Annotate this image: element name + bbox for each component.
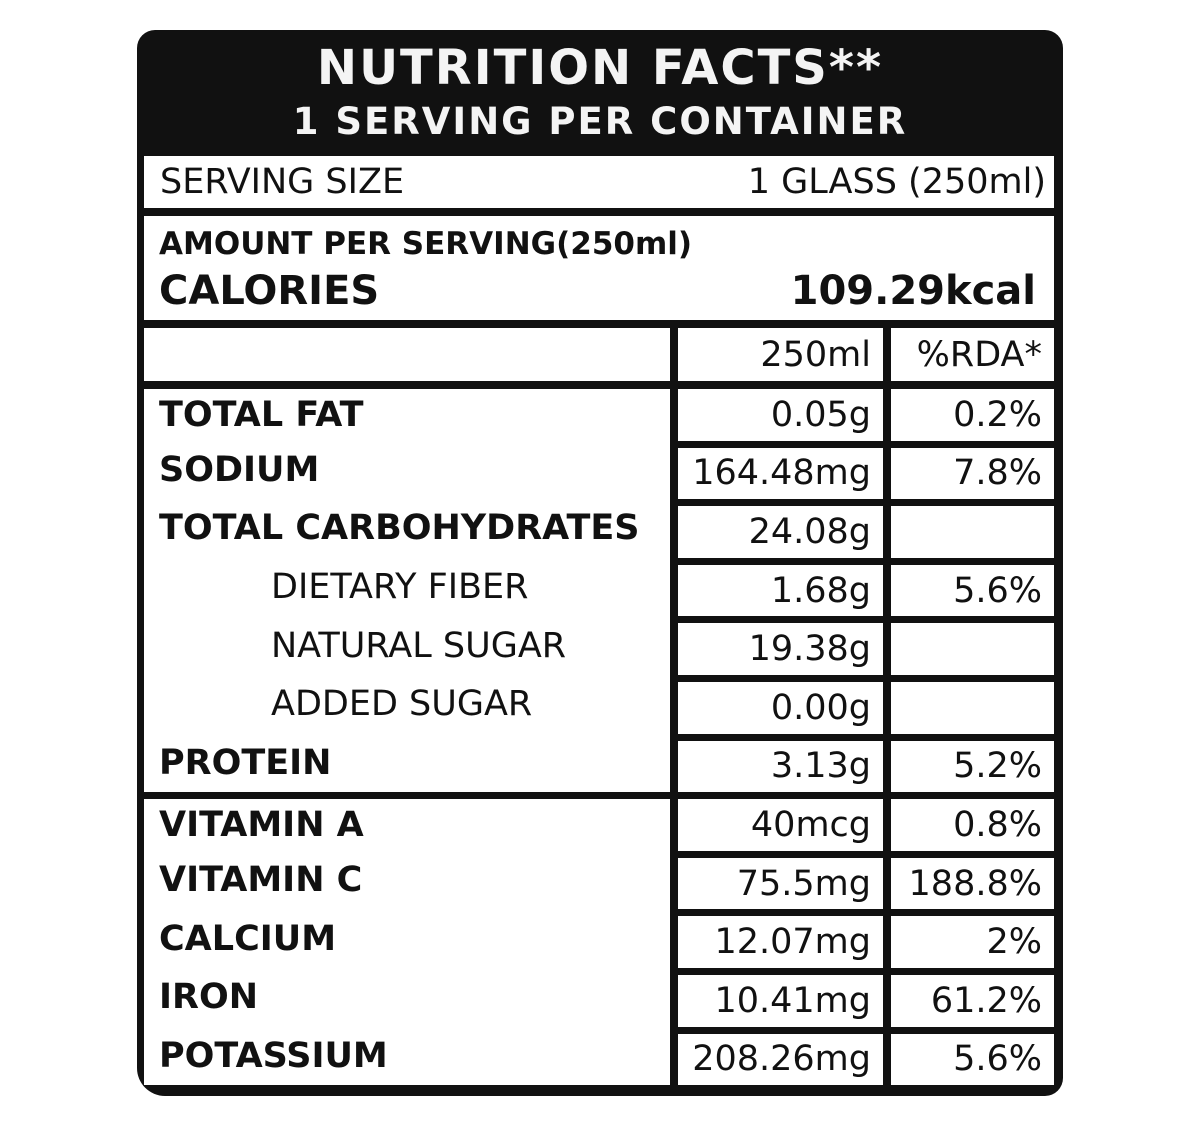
label-title: NUTRITION FACTS** <box>316 40 884 96</box>
row-protein-amount: 3.13g <box>678 740 883 793</box>
row-calcium-amount: 12.07mg <box>678 916 883 968</box>
row-total-fat-amount: 0.05g <box>678 389 883 441</box>
row-natural-sugar-amount: 19.38g <box>678 623 883 675</box>
row-total-carbohydrates-name: TOTAL CARBOHYDRATES <box>144 499 670 558</box>
row-sodium-rda: 7.8% <box>891 447 1054 500</box>
row-iron-rda: 61.2% <box>891 975 1054 1027</box>
row-iron-name: IRON <box>144 968 670 1027</box>
row-iron-amount: 10.41mg <box>678 975 883 1027</box>
nutrition-facts-label: NUTRITION FACTS** 1 SERVING PER CONTAINE… <box>137 30 1063 1096</box>
row-protein-name: PROTEIN <box>144 733 670 793</box>
calories-value: 109.29kcal <box>790 268 1036 314</box>
row-vitamin-c-amount: 75.5mg <box>678 857 883 910</box>
row-vitamin-a-amount: 40mcg <box>678 799 883 851</box>
row-vitamin-a-name: VITAMIN A <box>144 799 670 851</box>
row-dietary-fiber-name: DIETARY FIBER <box>144 557 670 617</box>
serving-size-row: SERVING SIZE 1 GLASS (250ml) <box>144 156 1054 208</box>
row-potassium-amount: 208.26mg <box>678 1033 883 1086</box>
row-added-sugar-rda <box>891 682 1054 734</box>
row-total-carbohydrates-amount: 24.08g <box>678 506 883 558</box>
rda-column-header: %RDA* <box>891 328 1054 381</box>
row-potassium-name: POTASSIUM <box>144 1026 670 1086</box>
row-added-sugar-amount: 0.00g <box>678 682 883 734</box>
row-dietary-fiber-rda: 5.6% <box>891 564 1054 617</box>
row-vitamin-c-name: VITAMIN C <box>144 850 670 910</box>
row-calcium-name: CALCIUM <box>144 909 670 968</box>
serving-size-label: SERVING SIZE <box>160 162 405 202</box>
label-header: NUTRITION FACTS** 1 SERVING PER CONTAINE… <box>137 30 1063 148</box>
row-added-sugar-name: ADDED SUGAR <box>144 675 670 734</box>
table-header-blank <box>144 328 670 381</box>
row-dietary-fiber-amount: 1.68g <box>678 564 883 617</box>
row-vitamin-c-rda: 188.8% <box>891 857 1054 910</box>
row-natural-sugar-name: NATURAL SUGAR <box>144 616 670 675</box>
row-sodium-amount: 164.48mg <box>678 447 883 500</box>
amount-per-serving-section: AMOUNT PER SERVING(250ml) CALORIES 109.2… <box>144 216 1054 320</box>
row-potassium-rda: 5.6% <box>891 1033 1054 1086</box>
calories-label: CALORIES <box>159 268 380 314</box>
row-vitamin-a-rda: 0.8% <box>891 799 1054 851</box>
label-subtitle: 1 SERVING PER CONTAINER <box>292 100 908 143</box>
row-natural-sugar-rda <box>891 623 1054 675</box>
amount-column-header: 250ml <box>678 328 883 381</box>
serving-size-value: 1 GLASS (250ml) <box>747 162 1046 202</box>
row-protein-rda: 5.2% <box>891 740 1054 793</box>
row-calcium-rda: 2% <box>891 916 1054 968</box>
row-total-fat-rda: 0.2% <box>891 389 1054 441</box>
row-sodium-name: SODIUM <box>144 440 670 500</box>
row-total-fat-name: TOTAL FAT <box>144 389 670 441</box>
amount-per-serving-label: AMOUNT PER SERVING(250ml) <box>159 226 693 262</box>
row-total-carbohydrates-rda <box>891 506 1054 558</box>
